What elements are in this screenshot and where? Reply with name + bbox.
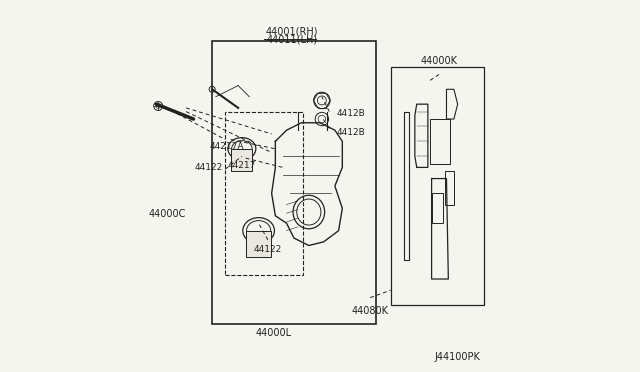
Text: 44000C: 44000C (148, 209, 186, 219)
Text: 44217A: 44217A (210, 142, 244, 151)
Text: 4412B: 4412B (337, 128, 365, 137)
Bar (445, 171, 454, 205)
Text: 4412B: 4412B (337, 109, 365, 118)
Bar (232, 149, 252, 171)
Bar (212, 41, 376, 324)
Text: J44100PK: J44100PK (434, 352, 480, 362)
Bar (429, 119, 450, 164)
Bar (246, 231, 271, 257)
Bar (390, 67, 484, 305)
Bar (431, 193, 443, 223)
Text: 44000K: 44000K (420, 57, 458, 66)
Bar (404, 112, 410, 260)
Text: 44011(LH): 44011(LH) (266, 34, 317, 44)
Text: 44122: 44122 (254, 245, 282, 254)
Text: 44217: 44217 (228, 161, 256, 170)
Text: 44000L: 44000L (255, 328, 292, 338)
Text: 44080K: 44080K (352, 306, 388, 315)
Text: 44001(RH): 44001(RH) (266, 27, 318, 36)
Text: 44122: 44122 (195, 163, 223, 172)
Bar (225, 112, 303, 275)
